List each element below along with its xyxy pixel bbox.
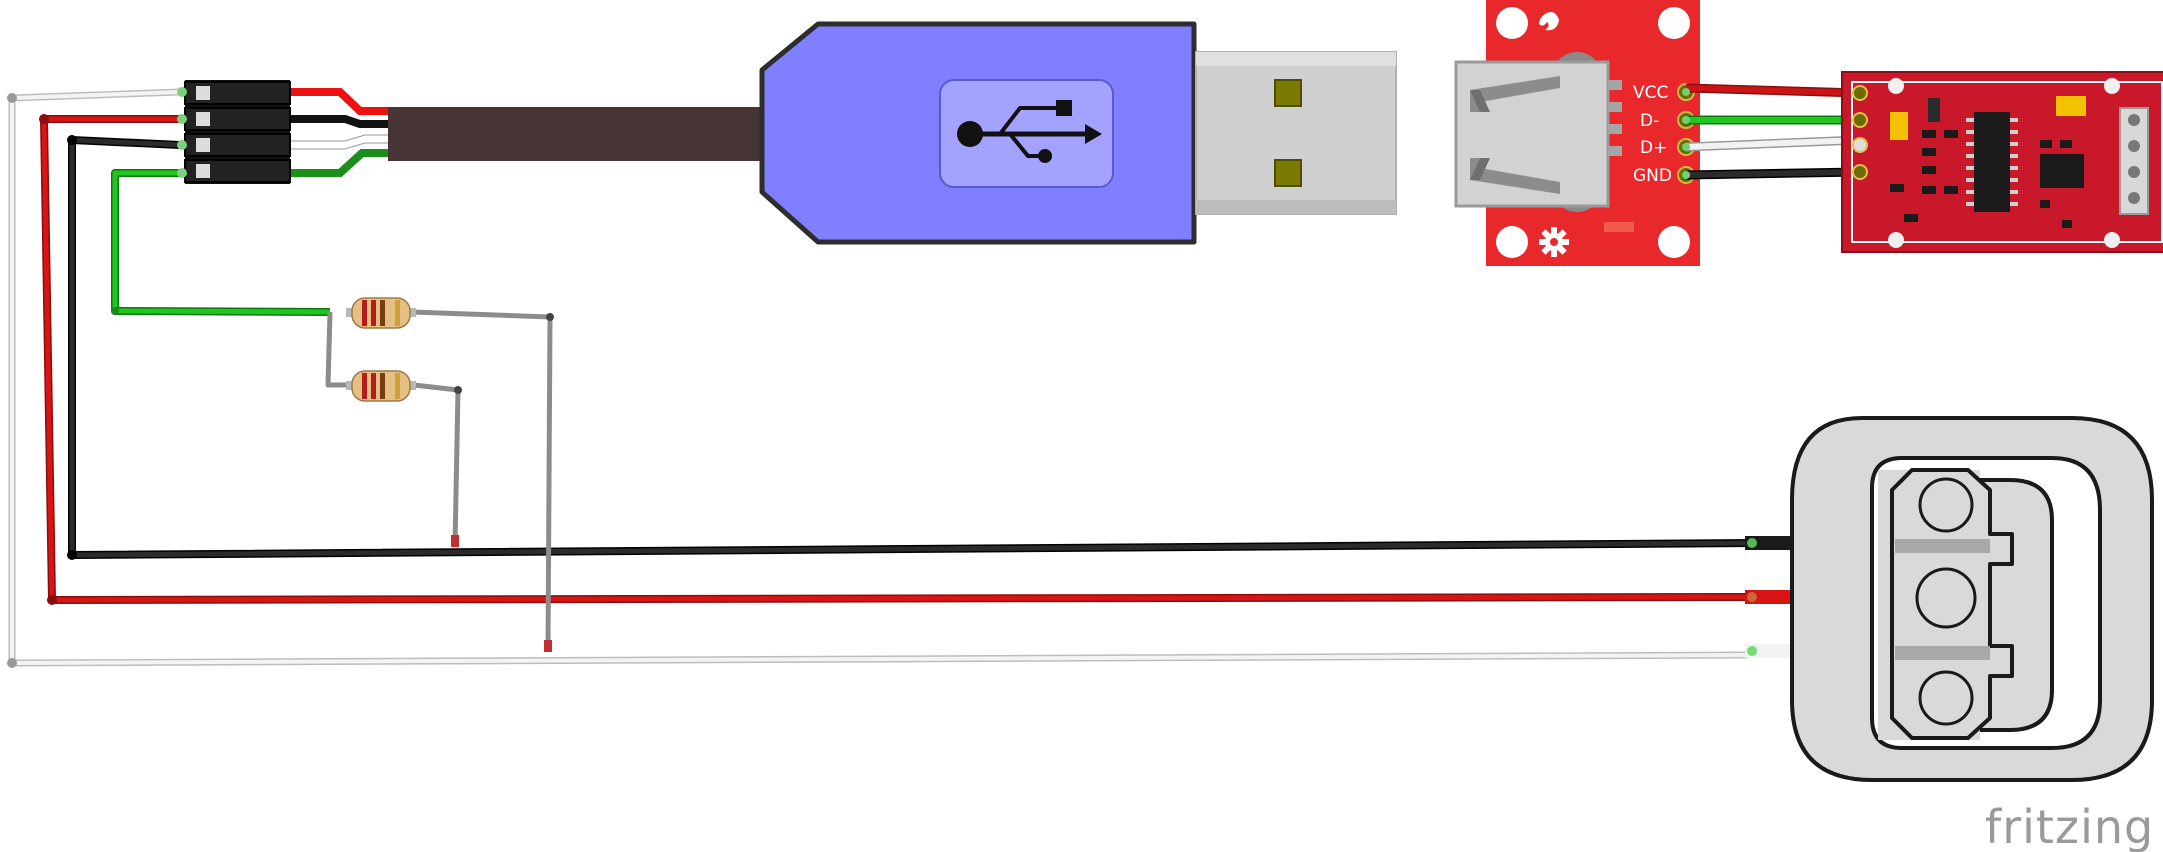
hx711-chip: [1974, 112, 2010, 212]
resistor-lead-bottom: [325, 311, 346, 388]
usb-serial-cable[interactable]: [177, 21, 1397, 245]
pin-label-d-minus: D-: [1640, 111, 1659, 131]
resistor-1[interactable]: [346, 297, 416, 329]
hx711-module[interactable]: [1841, 71, 2163, 253]
header-fanout-wires: [290, 88, 390, 177]
four-pin-header[interactable]: [177, 80, 291, 184]
pin-label-d-plus: D+: [1640, 138, 1667, 158]
green-wire-to-resistor[interactable]: [111, 169, 331, 316]
mounting-hole-bottom: [1918, 670, 1974, 726]
usb-metal-connector: [1195, 51, 1397, 215]
wires: [7, 88, 1756, 668]
sparkfun-flame-icon: [1539, 12, 1559, 31]
usb-trident-icon: [957, 100, 1102, 163]
pin-label-vcc: VCC: [1633, 83, 1668, 103]
gear-icon: [1539, 227, 1569, 257]
pin-label-gnd: GND: [1633, 166, 1672, 186]
breakout-to-hx711-wires: [1682, 83, 1861, 180]
usb-breakout-board[interactable]: VCC D- D+ GND: [1454, 0, 1700, 266]
cable-sheath: [388, 107, 768, 161]
hx711-left-pins: [1852, 85, 1868, 180]
fritzing-logo-text: fritzing: [1985, 800, 2154, 852]
load-cell[interactable]: [1745, 416, 2154, 782]
resistor-2[interactable]: [346, 370, 416, 402]
hx711-right-pins: [2119, 107, 2149, 215]
mounting-hole-top: [1918, 477, 1974, 533]
mounting-hole-center: [1915, 567, 1977, 629]
